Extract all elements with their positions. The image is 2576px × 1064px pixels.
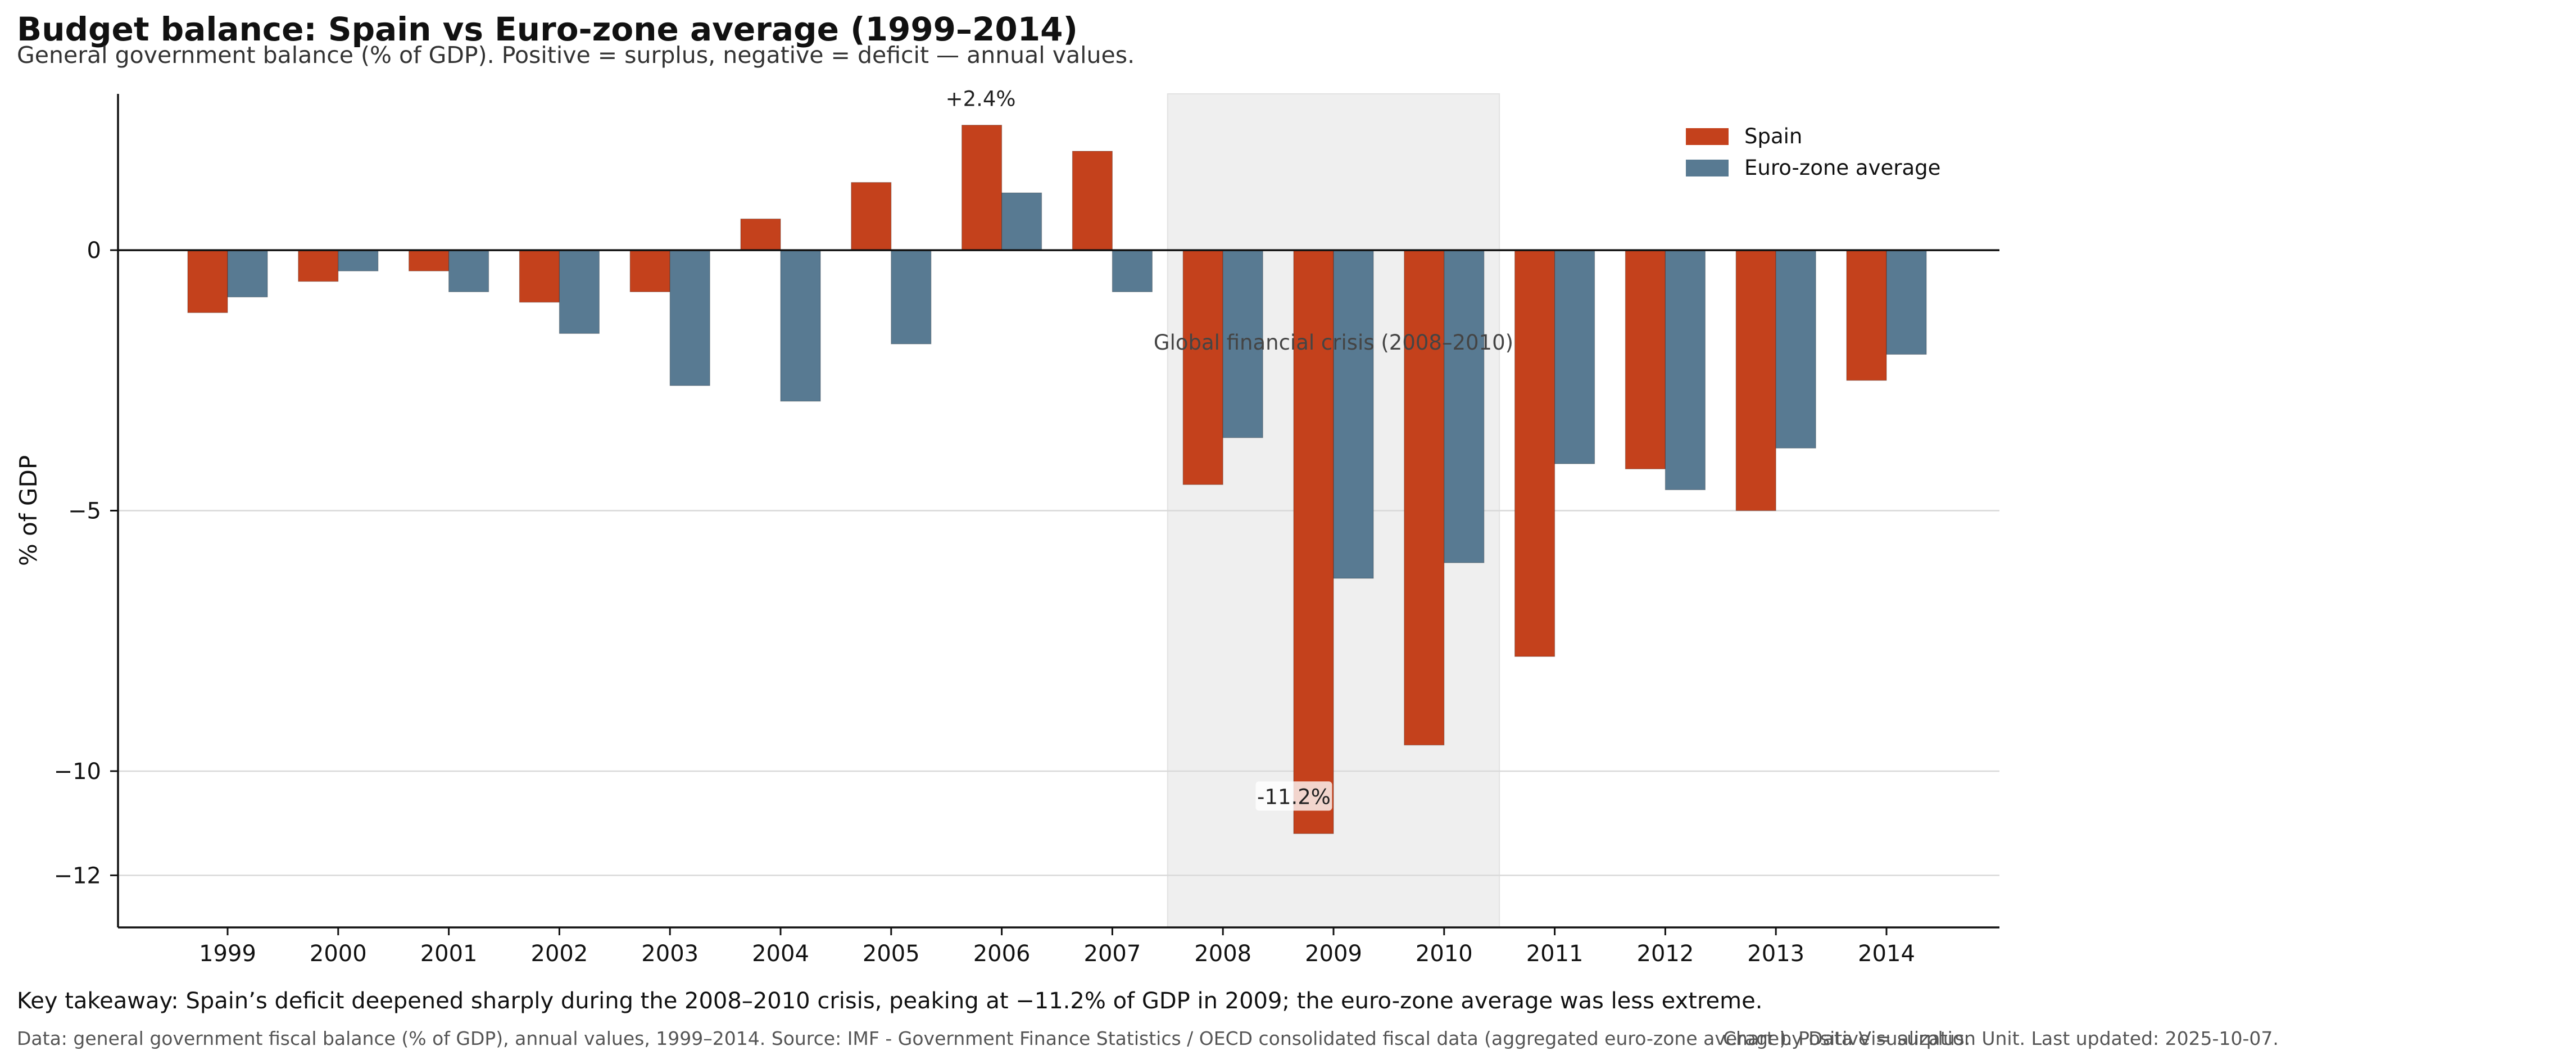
bar-eurozone-2004 (780, 250, 821, 402)
bar-spain-2012 (1625, 250, 1666, 469)
x-tick-label: 2013 (1747, 941, 1804, 967)
chart-subtitle: General government balance (% of GDP). P… (17, 42, 1135, 69)
bar-spain-2006 (961, 125, 1003, 251)
bar-spain-2007 (1072, 151, 1113, 251)
bar-eurozone-2011 (1554, 250, 1595, 464)
bar-spain-2004 (740, 218, 781, 251)
annotation-spain-peak-surplus: +2.4% (946, 87, 1016, 111)
bar-spain-2000 (298, 250, 339, 282)
x-tick-label: 2012 (1637, 941, 1694, 967)
x-tick-label: 2004 (752, 941, 809, 967)
x-tick-label: 2000 (310, 941, 367, 967)
bar-eurozone-2014 (1886, 250, 1927, 355)
key-takeaway: Key takeaway: Spain’s deficit deepened s… (17, 988, 1763, 1014)
legend-swatch-spain (1686, 128, 1729, 145)
bar-spain-2003 (629, 250, 670, 292)
annotation-crisis-label: Global financial crisis (2008–2010) (1154, 330, 1513, 355)
bar-spain-2002 (519, 250, 560, 303)
x-tick-label: 2009 (1305, 941, 1362, 967)
chart-title: Budget balance: Spain vs Euro-zone avera… (17, 10, 1078, 48)
x-tick-label: 2003 (641, 941, 699, 967)
bar-spain-2005 (851, 182, 892, 251)
legend-swatch-eurozone (1686, 160, 1729, 176)
bar-eurozone-2009 (1333, 250, 1374, 579)
bar-eurozone-1999 (227, 250, 268, 298)
legend-label-eurozone: Euro-zone average (1744, 156, 1940, 180)
bar-spain-1999 (187, 250, 228, 313)
bar-spain-2008 (1182, 250, 1223, 485)
legend-label-spain: Spain (1744, 124, 1802, 148)
x-tick-label: 2001 (420, 941, 478, 967)
y-tick-label: 0 (87, 238, 101, 264)
x-tick-label: 2010 (1416, 941, 1473, 967)
x-tick-label: 2006 (973, 941, 1031, 967)
bar-spain-2013 (1735, 250, 1776, 511)
y-axis-label: % of GDP (15, 455, 42, 566)
y-tick-label: −12 (54, 863, 101, 889)
y-tick-label: −10 (54, 759, 101, 785)
x-tick-label: 2002 (531, 941, 588, 967)
annotation-box (1255, 781, 1332, 811)
bar-eurozone-2002 (559, 250, 600, 334)
source-footer: Data: general government fiscal balance … (17, 1027, 1971, 1049)
bar-eurozone-2010 (1444, 250, 1485, 563)
bar-spain-2014 (1846, 250, 1887, 381)
bar-eurozone-2007 (1112, 250, 1153, 292)
chart-credit: Chart by Data Visualization Unit. Last u… (1723, 1027, 2279, 1049)
bar-eurozone-2001 (448, 250, 489, 292)
bar-eurozone-2000 (338, 250, 379, 271)
bar-spain-2011 (1514, 250, 1555, 657)
x-tick-label: 2008 (1194, 941, 1251, 967)
x-tick-label: 2007 (1084, 941, 1141, 967)
bar-spain-2010 (1404, 250, 1445, 746)
x-tick-label: 2011 (1526, 941, 1584, 967)
y-tick-label: −5 (68, 499, 101, 524)
x-tick-label: 1999 (199, 941, 256, 967)
bar-spain-2009 (1293, 250, 1334, 834)
bar-eurozone-2012 (1665, 250, 1706, 491)
bar-eurozone-2003 (669, 250, 710, 386)
bar-eurozone-2013 (1775, 250, 1816, 449)
x-tick-label: 2014 (1858, 941, 1915, 967)
x-tick-label: 2005 (863, 941, 920, 967)
bar-spain-2001 (408, 250, 450, 271)
bar-eurozone-2005 (891, 250, 932, 345)
bar-eurozone-2008 (1222, 250, 1263, 438)
annotation-spain-peak-deficit: -11.2% (1257, 785, 1331, 809)
bar-eurozone-2006 (1001, 192, 1042, 251)
